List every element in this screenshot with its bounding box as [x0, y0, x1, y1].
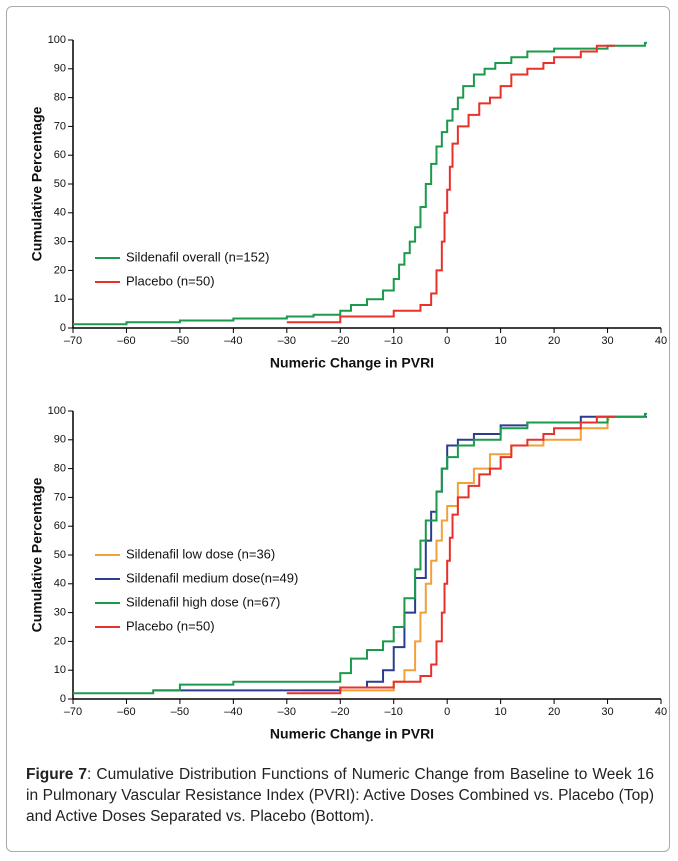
x-tick-label: 40	[655, 706, 667, 718]
x-tick-label: 30	[601, 335, 613, 347]
y-tick-label: 10	[54, 293, 66, 305]
legend-label: Sildenafil high dose (n=67)	[126, 594, 280, 609]
caption: Figure 7: Cumulative Distribution Functi…	[26, 764, 654, 827]
x-tick-label: –40	[224, 706, 242, 718]
x-tick-label: –20	[331, 335, 349, 347]
y-tick-label: 0	[60, 693, 66, 705]
y-tick-label: 70	[54, 120, 66, 132]
x-tick-label: 20	[548, 335, 560, 347]
y-tick-label: 80	[54, 463, 66, 475]
figure-frame	[6, 6, 670, 852]
x-tick-label: –30	[278, 706, 296, 718]
y-tick-label: 20	[54, 264, 66, 276]
legend-label: Placebo (n=50)	[126, 273, 215, 288]
x-tick-label: –50	[171, 706, 189, 718]
y-axis-title: Cumulative Percentage	[29, 477, 45, 632]
cdf-line	[286, 415, 615, 695]
legend-label: Sildenafil overall (n=152)	[126, 249, 269, 264]
x-axis-title: Numeric Change in PVRI	[270, 355, 434, 371]
x-tick-label: –60	[117, 706, 135, 718]
legend-label: Sildenafil medium dose(n=49)	[126, 570, 298, 585]
x-tick-label: 0	[444, 335, 450, 347]
x-tick-label: 0	[444, 706, 450, 718]
x-tick-label: 10	[495, 335, 507, 347]
y-tick-label: 30	[54, 607, 66, 619]
cdf-line	[286, 44, 615, 324]
y-axis-title: Cumulative Percentage	[29, 106, 45, 261]
y-tick-label: 90	[54, 63, 66, 75]
y-tick-label: 0	[60, 322, 66, 334]
y-tick-label: 20	[54, 635, 66, 647]
y-tick-label: 80	[54, 92, 66, 104]
cdf-line	[73, 412, 647, 695]
x-tick-label: –10	[385, 335, 403, 347]
x-tick-label: –50	[171, 335, 189, 347]
x-tick-label: –60	[117, 335, 135, 347]
x-tick-label: –20	[331, 706, 349, 718]
x-tick-label: 10	[495, 706, 507, 718]
x-tick-label: –30	[278, 335, 296, 347]
legend-label: Placebo (n=50)	[126, 618, 215, 633]
caption-text: : Cumulative Distribution Functions of N…	[26, 766, 654, 825]
y-tick-label: 100	[48, 405, 66, 417]
y-tick-label: 90	[54, 434, 66, 446]
caption-label: Figure 7	[26, 766, 88, 783]
x-axis-title: Numeric Change in PVRI	[270, 726, 434, 742]
y-tick-label: 30	[54, 236, 66, 248]
y-tick-label: 40	[54, 578, 66, 590]
y-tick-label: 50	[54, 549, 66, 561]
legend-label: Sildenafil low dose (n=36)	[126, 546, 275, 561]
x-tick-label: –40	[224, 335, 242, 347]
cdf-line	[73, 41, 647, 326]
y-tick-label: 70	[54, 491, 66, 503]
cdf-line	[302, 418, 610, 692]
x-tick-label: 30	[601, 706, 613, 718]
x-tick-label: 20	[548, 706, 560, 718]
y-tick-label: 60	[54, 149, 66, 161]
x-tick-label: 40	[655, 335, 667, 347]
x-tick-label: –10	[385, 706, 403, 718]
y-tick-label: 100	[48, 34, 66, 46]
x-tick-label: –70	[64, 706, 82, 718]
y-tick-label: 40	[54, 207, 66, 219]
y-tick-label: 10	[54, 664, 66, 676]
y-tick-label: 50	[54, 178, 66, 190]
x-tick-label: –70	[64, 335, 82, 347]
y-tick-label: 60	[54, 520, 66, 532]
